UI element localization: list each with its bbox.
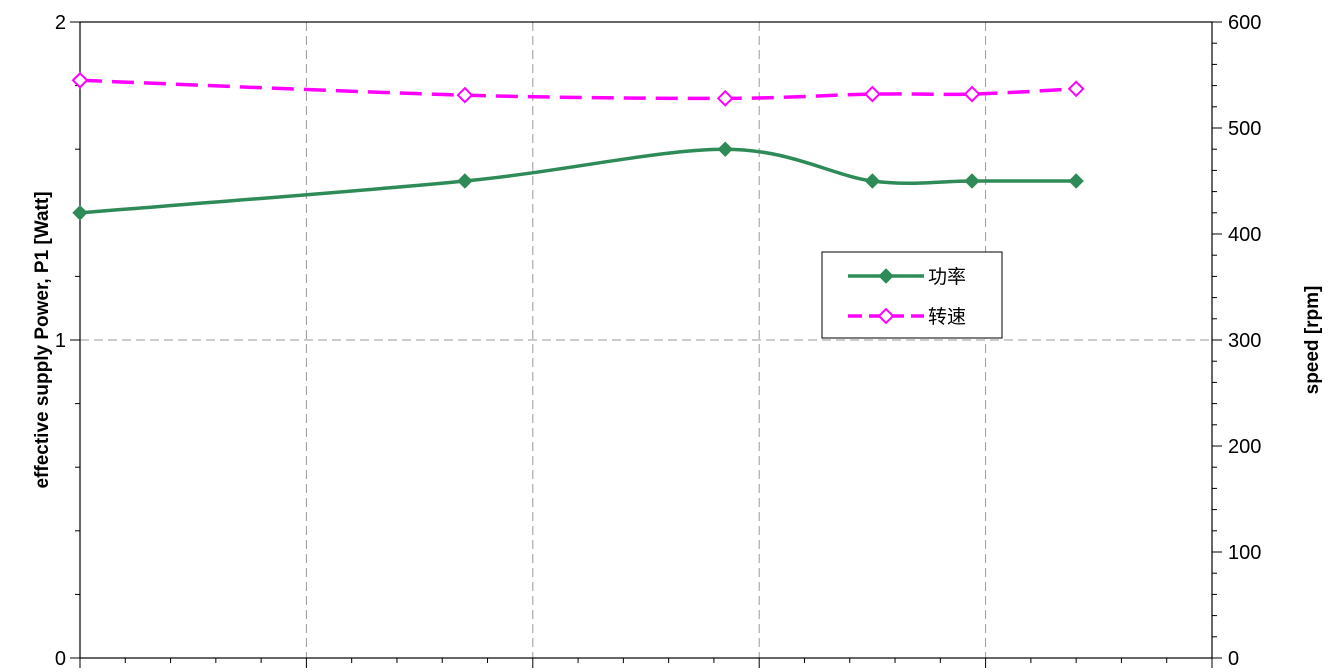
left-tick-label: 0 (55, 648, 66, 670)
power-data-point (457, 173, 473, 189)
left-axis-title: effective supply Power, P1 [Watt] (32, 191, 53, 488)
right-tick-label: 600 (1228, 12, 1261, 34)
legend-box (821, 251, 1003, 339)
speed-data-point (863, 85, 881, 103)
legend-label-power: 功率 (928, 266, 966, 288)
gridlines (80, 22, 1212, 658)
left-tick-label: 1 (55, 330, 66, 352)
power-data-point (72, 205, 88, 221)
power-data-point (964, 173, 980, 189)
speed-data-point (716, 89, 734, 107)
power-data-point (864, 173, 881, 189)
axes: 0 1 2 0 100 200 300 400 500 600 (55, 12, 1262, 670)
right-tick-label: 200 (1228, 436, 1261, 458)
power-data-point (1068, 173, 1084, 189)
speed-data-point (1067, 80, 1085, 98)
speed-data-point (71, 71, 89, 89)
legend: 功率 转速 (821, 251, 1003, 339)
legend-marker-speed (877, 307, 895, 325)
legend-label-speed: 转速 (928, 306, 966, 328)
series-markers (71, 71, 1085, 221)
right-tick-label: 0 (1228, 648, 1239, 670)
right-axis-title: speed [rpm] (1302, 286, 1323, 395)
right-tick-label: 100 (1228, 542, 1261, 564)
legend-marker-power (878, 268, 894, 284)
right-tick-label: 300 (1228, 330, 1261, 352)
speed-data-point (456, 86, 474, 104)
power-data-point (717, 141, 733, 157)
speed-data-point (963, 85, 981, 103)
right-tick-label: 400 (1228, 224, 1261, 246)
left-tick-label: 2 (55, 12, 66, 34)
right-tick-label: 500 (1228, 118, 1261, 140)
